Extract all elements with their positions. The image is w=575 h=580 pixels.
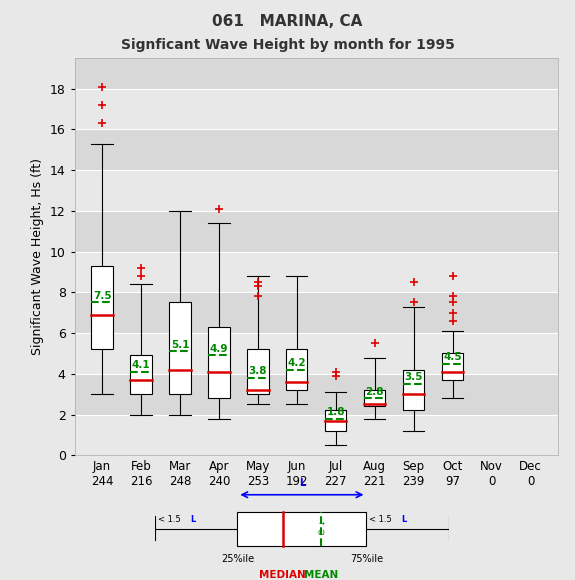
Text: 3.5: 3.5: [404, 372, 423, 382]
Bar: [208, 327, 229, 398]
Bar: [325, 411, 347, 431]
Text: 7.5: 7.5: [93, 291, 112, 301]
Text: ω: ω: [318, 528, 325, 538]
Bar: [286, 349, 308, 390]
Bar: [131, 356, 152, 394]
Text: < 1.5: < 1.5: [369, 515, 394, 524]
Text: 4.5: 4.5: [443, 352, 462, 362]
Text: MEDIAN: MEDIAN: [259, 571, 306, 580]
Bar: [237, 512, 366, 546]
Text: < 1.5: < 1.5: [158, 515, 183, 524]
Bar: [75, 415, 558, 455]
Bar: [75, 252, 558, 292]
Text: 75%ile: 75%ile: [350, 554, 383, 564]
Text: L: L: [190, 515, 196, 524]
Text: →: →: [319, 522, 324, 528]
Text: 4.1: 4.1: [132, 360, 151, 370]
Bar: [75, 292, 558, 333]
Bar: [442, 353, 463, 380]
Bar: [403, 369, 424, 411]
Bar: [247, 349, 269, 394]
Text: L: L: [401, 515, 407, 524]
Bar: [75, 333, 558, 374]
Text: 3.8: 3.8: [248, 366, 267, 376]
Bar: [75, 170, 558, 211]
Text: 5.1: 5.1: [171, 340, 189, 350]
Bar: [364, 390, 385, 407]
Text: 1.8: 1.8: [327, 407, 345, 417]
Text: Signficant Wave Height by month for 1995: Signficant Wave Height by month for 1995: [121, 38, 454, 52]
Bar: [75, 211, 558, 252]
Bar: [75, 374, 558, 415]
Text: 2.8: 2.8: [366, 387, 384, 397]
Text: MEAN: MEAN: [304, 571, 338, 580]
Text: 4.2: 4.2: [288, 358, 306, 368]
Bar: [75, 89, 558, 129]
Text: 4.9: 4.9: [210, 344, 228, 354]
Bar: [75, 129, 558, 170]
Text: L: L: [299, 478, 305, 488]
Bar: [169, 303, 191, 394]
Y-axis label: Significant Wave Height, Hs (ft): Significant Wave Height, Hs (ft): [31, 158, 44, 355]
Text: 25%ile: 25%ile: [221, 554, 254, 564]
Bar: [75, 48, 558, 89]
Bar: [91, 266, 113, 349]
Text: 061   MARINA, CA: 061 MARINA, CA: [212, 14, 363, 29]
